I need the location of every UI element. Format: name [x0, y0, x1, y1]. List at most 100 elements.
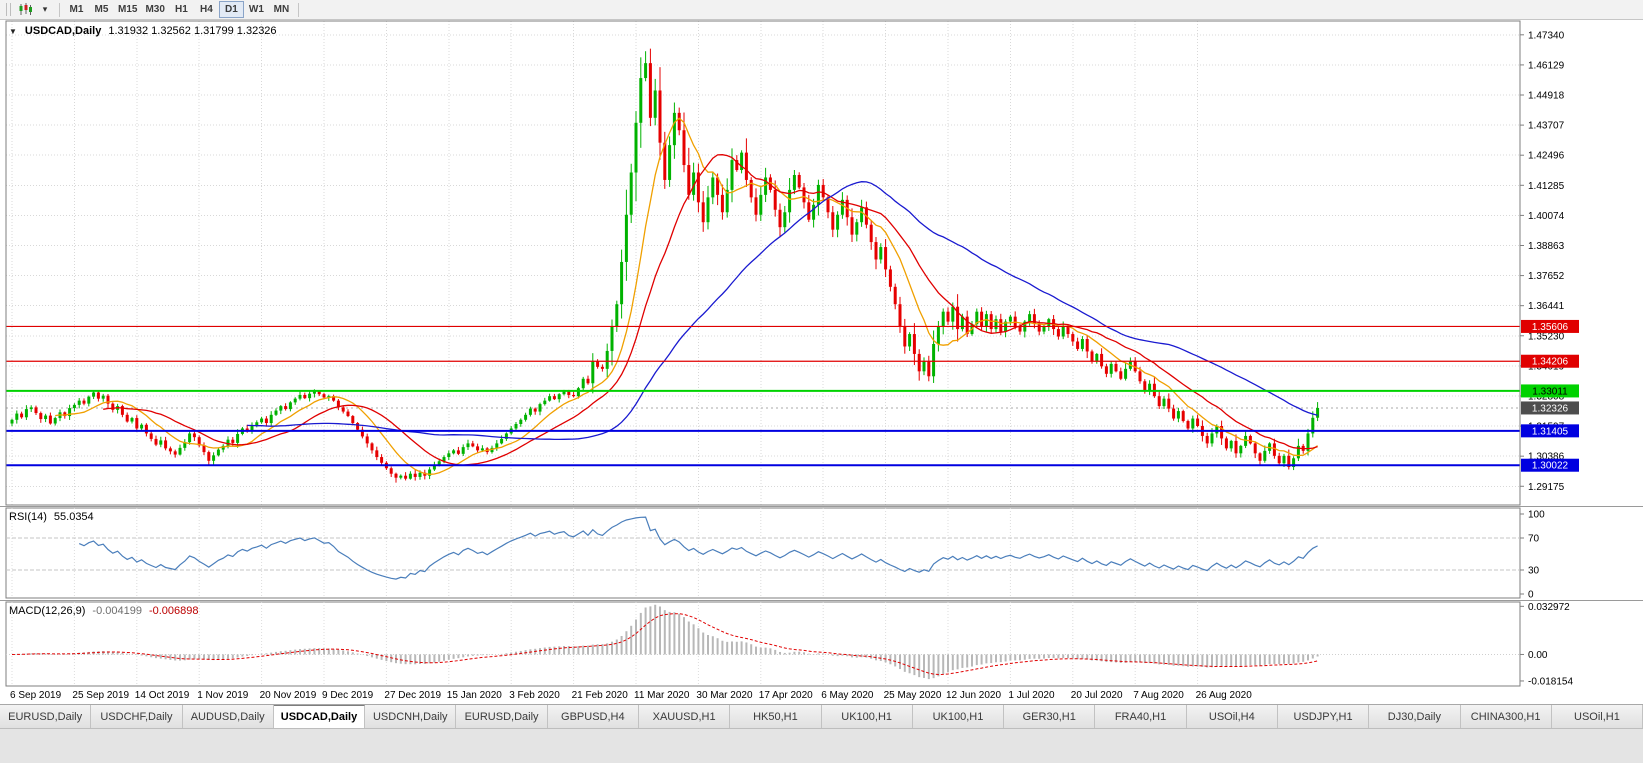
- grid-layer: [6, 21, 1520, 505]
- svg-text:1.35230: 1.35230: [1528, 331, 1565, 342]
- chart-tab-usdchf-daily[interactable]: USDCHF,Daily: [91, 705, 183, 728]
- date-label: 15 Jan 2020: [446, 690, 502, 701]
- toolbar-grip[interactable]: [6, 3, 11, 16]
- chart-plot-area[interactable]: [6, 21, 1520, 505]
- date-label: 6 May 2020: [821, 690, 874, 701]
- price-chart-pane: 1.47340 1.46129 1.44918 1.43707 1.42496 1.412…: [0, 20, 1643, 506]
- date-label: 26 Aug 2020: [1195, 690, 1252, 701]
- timeframe-button-m5[interactable]: M5: [94, 4, 109, 15]
- macd-scale[interactable]: 0.032972 0.00 -0.018154: [1520, 602, 1573, 688]
- date-label: 3 Feb 2020: [509, 690, 560, 701]
- rsi-plot-area[interactable]: [5, 507, 1521, 599]
- svg-text:-0.018154: -0.018154: [1528, 676, 1573, 687]
- date-label: 20 Nov 2019: [259, 690, 317, 701]
- date-label: 20 Jul 2020: [1070, 690, 1123, 701]
- chart-tab-uk100-h1[interactable]: UK100,H1: [821, 705, 913, 728]
- timeframe-button-h4[interactable]: H4: [200, 4, 213, 15]
- svg-text:0.00: 0.00: [1528, 650, 1548, 661]
- macd-signal-line: [11, 613, 1318, 676]
- rsi-pane: 100 70 30 0 RSI(14) 55.0354: [0, 506, 1643, 600]
- chart-tab-usdcad-daily[interactable]: USDCAD,Daily: [273, 705, 366, 728]
- chart-tab-eurusd-daily[interactable]: EURUSD,Daily: [0, 705, 92, 728]
- toolbar: ▾ M1 M5 M15 M30 H1 H4 D1 W1 MN: [0, 0, 1643, 20]
- svg-text:1.36441: 1.36441: [1528, 301, 1565, 312]
- date-label: 6 Sep 2019: [10, 690, 62, 701]
- svg-text:70: 70: [1528, 534, 1540, 545]
- chart-tabs-bar: EURUSD,Daily USDCHF,Daily AUDUSD,Daily USDC…: [0, 704, 1643, 728]
- timeframe-button-h1[interactable]: H1: [175, 4, 188, 15]
- date-label: 25 May 2020: [883, 690, 942, 701]
- chart-tab-dj30-daily[interactable]: DJ30,Daily: [1369, 705, 1461, 728]
- date-axis[interactable]: 6 Sep 2019 25 Sep 2019 14 Oct 2019 1 Nov 20…: [0, 688, 1643, 704]
- date-label: 27 Dec 2019: [384, 690, 442, 701]
- status-bar: [0, 728, 1643, 763]
- svg-text:1.41285: 1.41285: [1528, 181, 1565, 192]
- svg-text:1.30022: 1.30022: [1532, 461, 1569, 472]
- price-scale[interactable]: 1.47340 1.46129 1.44918 1.43707 1.42496 1.412…: [1520, 30, 1565, 493]
- svg-text:1.47340: 1.47340: [1528, 30, 1565, 41]
- macd-canvas[interactable]: 0.032972 0.00 -0.018154: [0, 600, 1643, 688]
- svg-text:0: 0: [1528, 590, 1534, 601]
- chart-tab-eurusd-daily[interactable]: EURUSD,Daily: [456, 705, 548, 728]
- timeframe-button-mn[interactable]: MN: [273, 4, 290, 15]
- candlestick-chart-icon[interactable]: [15, 1, 35, 18]
- rsi-canvas[interactable]: 100 70 30 0: [0, 506, 1643, 600]
- chart-tab-uk100-h1[interactable]: UK100,H1: [912, 705, 1005, 728]
- date-label: 25 Sep 2019: [72, 690, 130, 701]
- chart-tab-hk50-h1[interactable]: HK50,H1: [730, 705, 822, 728]
- macd-plot-area[interactable]: [5, 601, 1521, 687]
- svg-text:1.44918: 1.44918: [1528, 91, 1565, 102]
- date-label: 1 Nov 2019: [197, 690, 249, 701]
- svg-text:1.32326: 1.32326: [1532, 403, 1569, 414]
- date-label: 21 Feb 2020: [571, 690, 628, 701]
- svg-text:1.34206: 1.34206: [1532, 357, 1569, 368]
- timeframe-button-m30[interactable]: M30: [145, 4, 165, 15]
- rsi-line: [78, 516, 1318, 580]
- svg-text:1.37652: 1.37652: [1528, 271, 1565, 282]
- chart-dropdown-icon[interactable]: ▾: [42, 4, 48, 14]
- chart-tab-fra40-h1[interactable]: FRA40,H1: [1095, 705, 1187, 728]
- timeframe-button-m15[interactable]: M15: [118, 4, 138, 15]
- chart-tab-usoil-h1[interactable]: USOil,H1: [1551, 705, 1643, 728]
- date-label: 1 Jul 2020: [1008, 690, 1055, 701]
- timeframe-button-m1[interactable]: M1: [69, 4, 84, 15]
- svg-text:30: 30: [1528, 566, 1540, 577]
- chart-border: [5, 20, 1521, 506]
- chart-tab-usoil-h4[interactable]: USOil,H4: [1186, 705, 1278, 728]
- ma-20-line: [103, 154, 1318, 466]
- date-label: 14 Oct 2019: [134, 690, 190, 701]
- price-chart-canvas[interactable]: 1.47340 1.46129 1.44918 1.43707 1.42496 1.412…: [0, 20, 1643, 506]
- date-label: 30 Mar 2020: [696, 690, 753, 701]
- ma-50-line: [247, 181, 1318, 441]
- svg-text:1.29175: 1.29175: [1528, 482, 1565, 493]
- date-label: 7 Aug 2020: [1133, 690, 1184, 701]
- chart-tab-ger30-h1[interactable]: GER30,H1: [1004, 705, 1096, 728]
- chart-tab-gbpusd-h4[interactable]: GBPUSD,H4: [547, 705, 639, 728]
- svg-text:1.40074: 1.40074: [1528, 211, 1565, 222]
- svg-text:1.35606: 1.35606: [1532, 322, 1569, 333]
- rsi-scale[interactable]: 100 70 30 0: [1520, 510, 1545, 601]
- timeframe-buttons: M1 M5 M15 M30 H1 H4 D1 W1 MN: [64, 1, 294, 18]
- price-tags: 1.35606 1.34206 1.33011 1.31405 1.30022 1.323…: [1521, 319, 1579, 472]
- chart-tab-xauusd-h1[interactable]: XAUUSD,H1: [638, 705, 731, 728]
- svg-text:1.38863: 1.38863: [1528, 241, 1565, 252]
- svg-text:1.30386: 1.30386: [1528, 452, 1565, 463]
- macd-pane: 0.032972 0.00 -0.018154 MACD(12,26,9) -0.0…: [0, 600, 1643, 688]
- timeframe-button-w1[interactable]: W1: [248, 4, 264, 15]
- svg-text:1.46129: 1.46129: [1528, 60, 1565, 71]
- svg-text:0.032972: 0.032972: [1528, 602, 1570, 613]
- svg-text:1.31405: 1.31405: [1532, 426, 1569, 437]
- date-label: 17 Apr 2020: [758, 690, 813, 701]
- toolbar-separator-2: [297, 2, 299, 17]
- chart-tab-usdjpy-h1[interactable]: USDJPY,H1: [1277, 705, 1370, 728]
- date-label: 9 Dec 2019: [322, 690, 374, 701]
- chart-tab-usdcnh-daily[interactable]: USDCNH,Daily: [365, 705, 457, 728]
- svg-text:1.33011: 1.33011: [1532, 386, 1568, 397]
- toolbar-separator: [59, 2, 60, 17]
- svg-text:100: 100: [1528, 510, 1545, 521]
- chart-tab-audusd-daily[interactable]: AUDUSD,Daily: [182, 705, 274, 728]
- chart-tab-china300-h1[interactable]: CHINA300,H1: [1460, 705, 1552, 728]
- date-label: 12 Jun 2020: [946, 690, 1002, 701]
- timeframe-button-d1[interactable]: D1: [218, 1, 244, 18]
